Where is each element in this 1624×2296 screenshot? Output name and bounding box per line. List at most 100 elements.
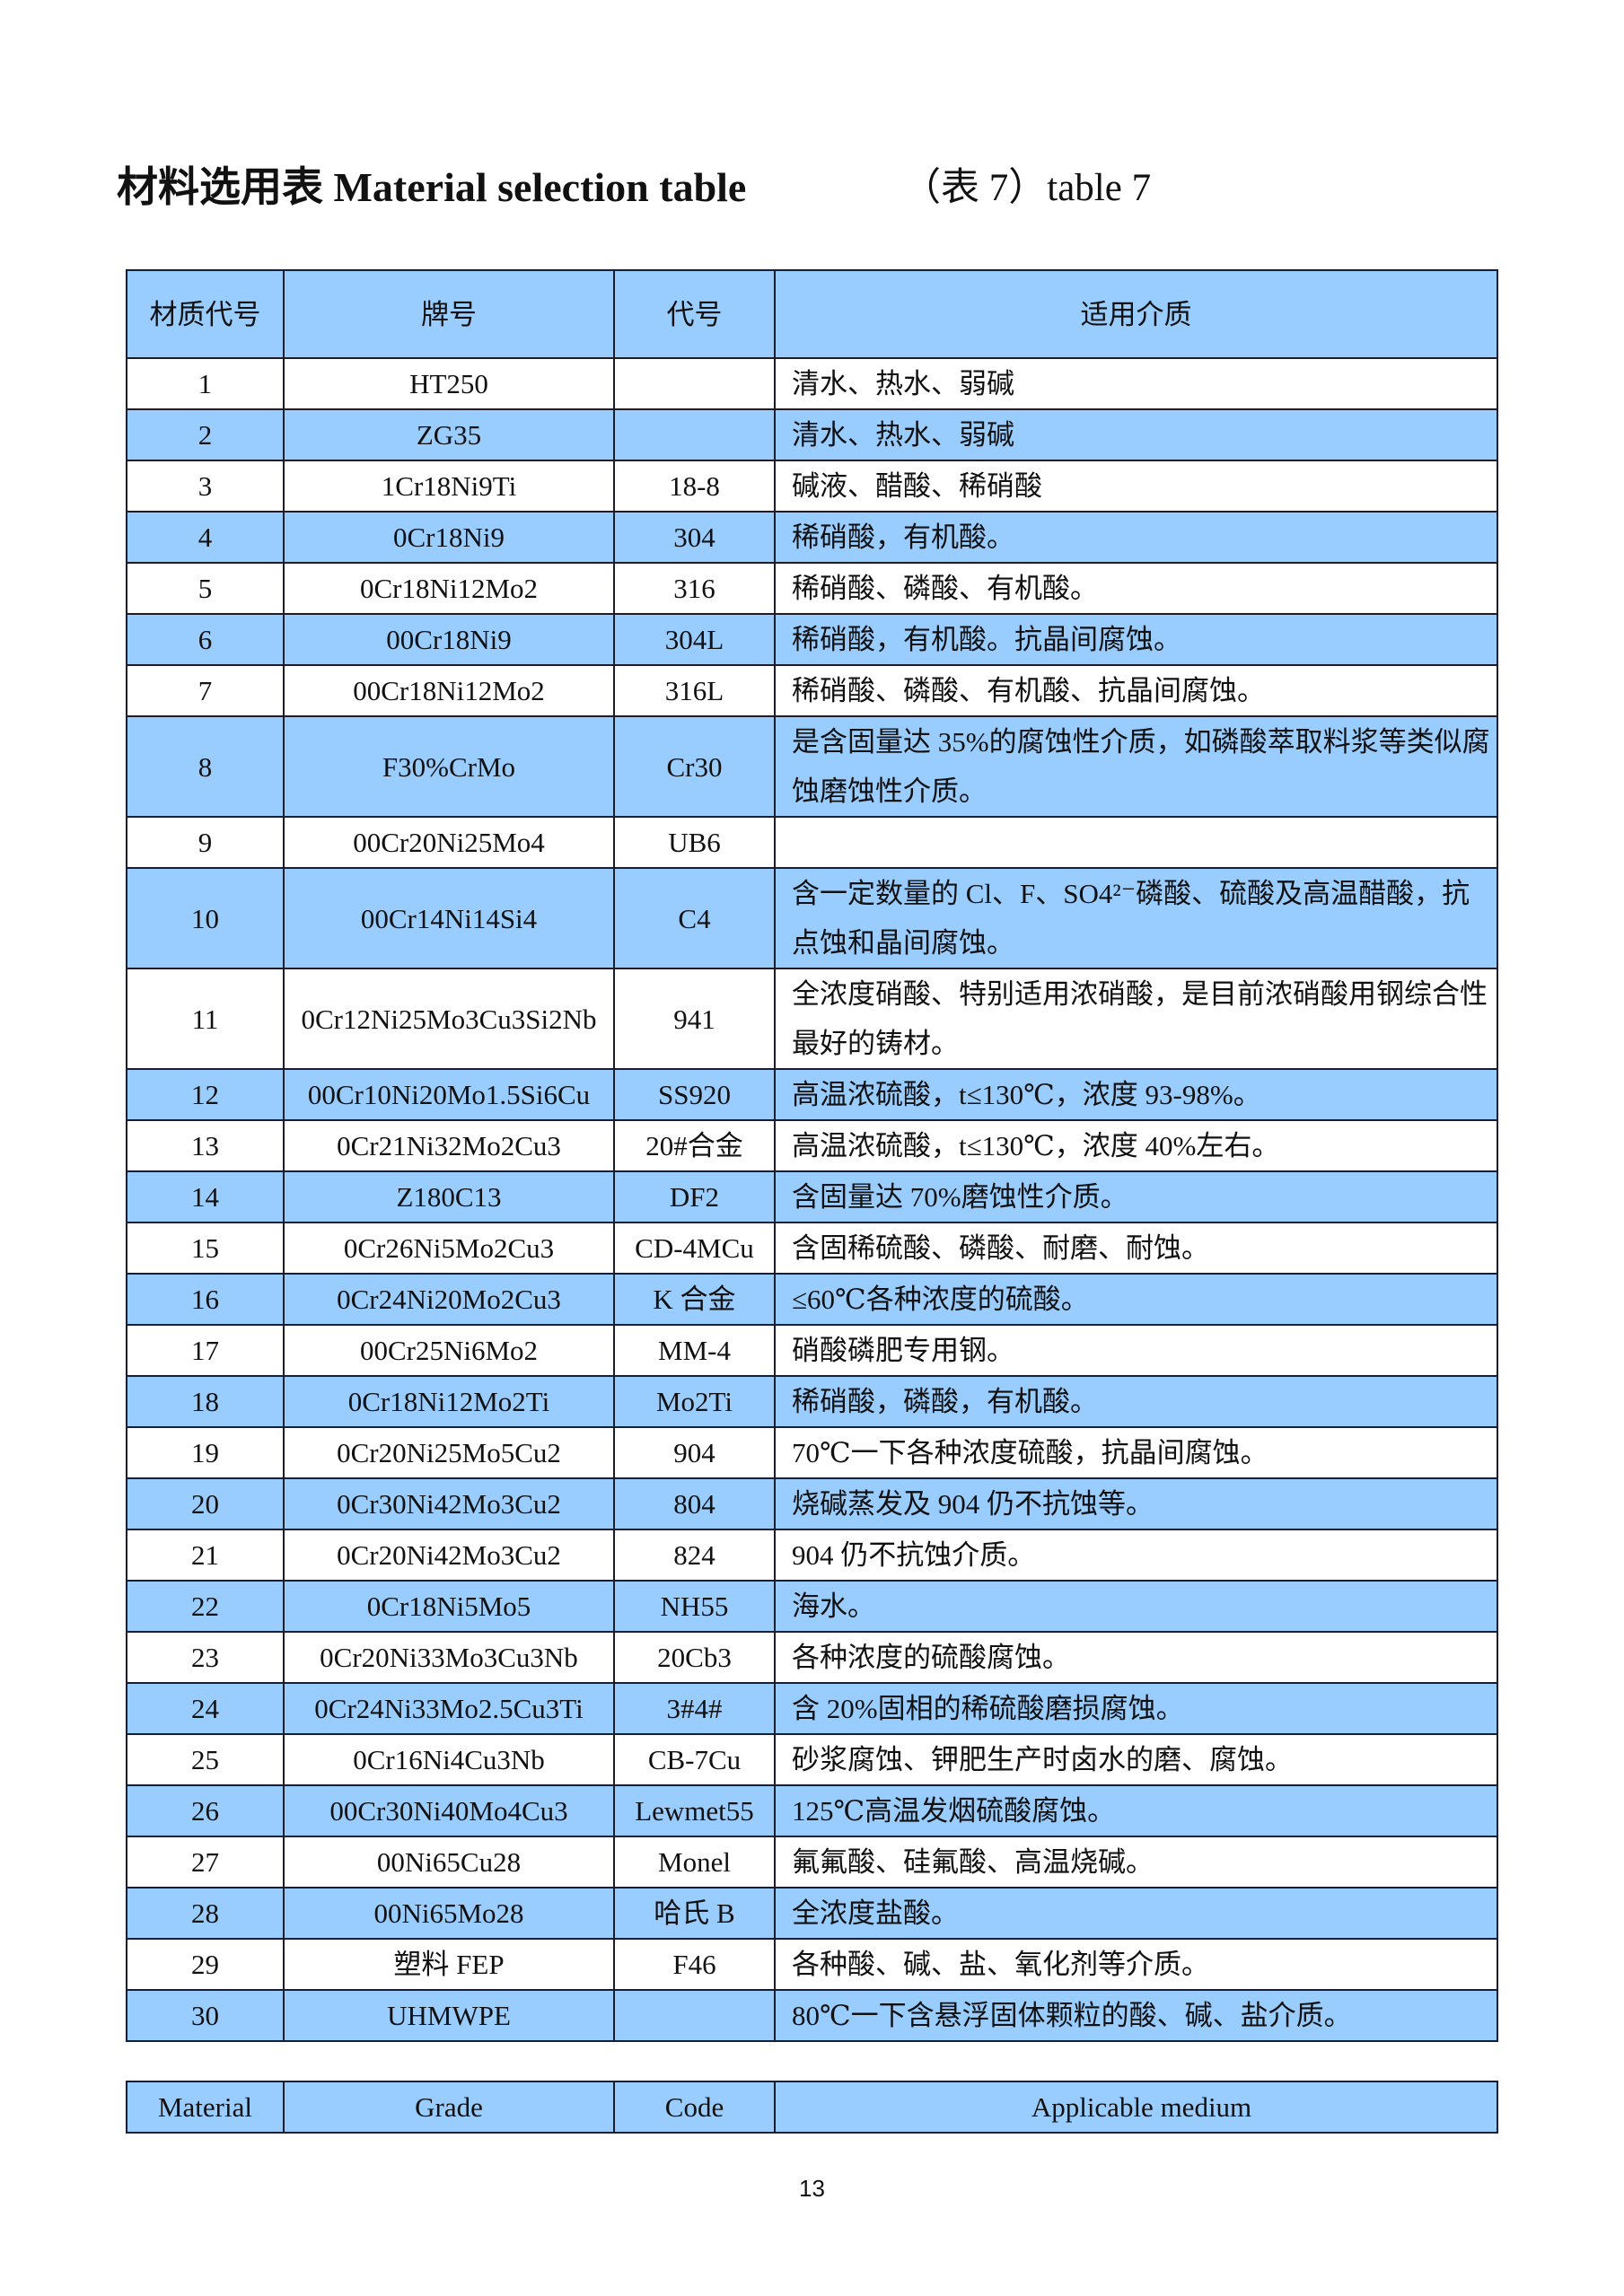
cell-grade: UHMWPE: [283, 1989, 615, 2042]
cell-code: Lewmet55: [613, 1784, 776, 1837]
cell-material-no: 2: [126, 408, 285, 461]
cell-medium: 清水、热水、弱碱: [774, 357, 1498, 410]
cell-medium: 稀硝酸，有机酸。: [774, 511, 1498, 564]
cell-code: CD-4MCu: [613, 1222, 776, 1275]
cell-grade: 0Cr16Ni4Cu3Nb: [283, 1733, 615, 1786]
cell-code: C4: [613, 867, 776, 969]
cell-code: 3#4#: [613, 1682, 776, 1735]
table-row: 24 0Cr24Ni33Mo2.5Cu3Ti 3#4# 含 20%固相的稀硫酸磨损腐蚀…: [126, 1682, 1498, 1735]
cell-material-no: 18: [126, 1375, 285, 1428]
cell-material-no: 19: [126, 1426, 285, 1479]
cell-code: UB6: [613, 816, 776, 869]
cell-code: CB-7Cu: [613, 1733, 776, 1786]
table-row: 11 0Cr12Ni25Mo3Cu3Si2Nb 941 全浓度硝酸、特别适用浓硝酸，是…: [126, 968, 1498, 1070]
cell-medium: 全浓度硝酸、特别适用浓硝酸，是目前浓硝酸用钢综合性最好的铸材。: [774, 968, 1498, 1070]
cell-grade: ZG35: [283, 408, 615, 461]
table-row: 14 Z180C13 DF2 含固量达 70%磨蚀性介质。: [126, 1170, 1498, 1223]
table-row: 18 0Cr18Ni12Mo2Ti Mo2Ti 稀硝酸，磷酸，有机酸。: [126, 1375, 1498, 1428]
table-number: （表 7）table 7: [902, 167, 1152, 209]
cell-medium: 氟氟酸、硅氟酸、高温烧碱。: [774, 1836, 1498, 1889]
cell-medium: 海水。: [774, 1580, 1498, 1633]
cell-code: 304L: [613, 613, 776, 666]
cell-material-no: 20: [126, 1477, 285, 1530]
cell-code: MM-4: [613, 1324, 776, 1377]
cell-medium: 70℃一下各种浓度硫酸，抗晶间腐蚀。: [774, 1426, 1498, 1479]
cell-code: K 合金: [613, 1273, 776, 1326]
cell-material-no: 6: [126, 613, 285, 666]
cell-material-no: 25: [126, 1733, 285, 1786]
header-applicable-medium: Applicable medium: [774, 2081, 1498, 2134]
cell-material-no: 8: [126, 715, 285, 818]
cell-medium: 高温浓硫酸，t≤130℃，浓度 93-98%。: [774, 1068, 1498, 1121]
cell-material-no: 21: [126, 1529, 285, 1582]
cell-medium: 含 20%固相的稀硫酸磨损腐蚀。: [774, 1682, 1498, 1735]
cell-material-no: 12: [126, 1068, 285, 1121]
cell-material-no: 24: [126, 1682, 285, 1735]
cell-grade: 0Cr18Ni5Mo5: [283, 1580, 615, 1633]
table-row: 13 0Cr21Ni32Mo2Cu3 20#合金 高温浓硫酸，t≤130℃，浓度 40…: [126, 1119, 1498, 1172]
cell-medium: 125℃高温发烟硫酸腐蚀。: [774, 1784, 1498, 1837]
table-row: 17 00Cr25Ni6Mo2 MM-4 硝酸磷肥专用钢。: [126, 1324, 1498, 1377]
cell-grade: 0Cr21Ni32Mo2Cu3: [283, 1119, 615, 1172]
material-selection-table: 材质代号 牌号 代号 适用介质 1 HT250 清水、热水、弱碱 2 ZG35 清水、热水…: [126, 269, 1498, 2042]
cell-medium: 各种酸、碱、盐、氧化剂等介质。: [774, 1938, 1498, 1991]
english-header-row: Material Grade Code Applicable medium: [126, 2081, 1498, 2134]
cell-grade: 0Cr12Ni25Mo3Cu3Si2Nb: [283, 968, 615, 1070]
table-row: 21 0Cr20Ni42Mo3Cu2 824 904 仍不抗蚀介质。: [126, 1529, 1498, 1582]
header-medium: 适用介质: [774, 269, 1498, 359]
cell-medium: 清水、热水、弱碱: [774, 408, 1498, 461]
cell-medium: 80℃一下含悬浮固体颗粒的酸、碱、盐介质。: [774, 1989, 1498, 2042]
header-grade: 牌号: [283, 269, 615, 359]
cell-code: [613, 357, 776, 410]
table-row: 8 F30%CrMo Cr30 是含固量达 35%的腐蚀性介质，如磷酸萃取料浆等类似腐…: [126, 715, 1498, 818]
cell-material-no: 30: [126, 1989, 285, 2042]
cell-code: 20Cb3: [613, 1631, 776, 1684]
cell-material-no: 29: [126, 1938, 285, 1991]
header-grade-en: Grade: [283, 2081, 615, 2134]
cell-medium: 稀硝酸、磷酸、有机酸、抗晶间腐蚀。: [774, 664, 1498, 717]
cell-medium: 含固量达 70%磨蚀性介质。: [774, 1170, 1498, 1223]
cell-grade: 0Cr18Ni9: [283, 511, 615, 564]
cell-medium: 稀硝酸，有机酸。抗晶间腐蚀。: [774, 613, 1498, 666]
cell-code: NH55: [613, 1580, 776, 1633]
cell-code: 941: [613, 968, 776, 1070]
cell-grade: Z180C13: [283, 1170, 615, 1223]
cell-code: SS920: [613, 1068, 776, 1121]
cell-grade: F30%CrMo: [283, 715, 615, 818]
cell-grade: 00Ni65Mo28: [283, 1887, 615, 1940]
cell-medium: 碱液、醋酸、稀硝酸: [774, 460, 1498, 513]
cell-code: Cr30: [613, 715, 776, 818]
cell-medium: 烧碱蒸发及 904 仍不抗蚀等。: [774, 1477, 1498, 1530]
table-row: 12 00Cr10Ni20Mo1.5Si6Cu SS920 高温浓硫酸，t≤130℃，…: [126, 1068, 1498, 1121]
cell-medium: 稀硝酸、磷酸、有机酸。: [774, 562, 1498, 615]
header-code-en: Code: [613, 2081, 776, 2134]
cell-code: 824: [613, 1529, 776, 1582]
table-row: 7 00Cr18Ni12Mo2 316L 稀硝酸、磷酸、有机酸、抗晶间腐蚀。: [126, 664, 1498, 717]
table-row: 26 00Cr30Ni40Mo4Cu3 Lewmet55 125℃高温发烟硫酸腐蚀。: [126, 1784, 1498, 1837]
cell-grade: 0Cr20Ni42Mo3Cu2: [283, 1529, 615, 1582]
table-header-row: 材质代号 牌号 代号 适用介质: [126, 269, 1498, 359]
cell-code: 316L: [613, 664, 776, 717]
cell-medium: 稀硝酸，磷酸，有机酸。: [774, 1375, 1498, 1428]
page-number: 13: [799, 2175, 825, 2202]
cell-material-no: 16: [126, 1273, 285, 1326]
table-row: 25 0Cr16Ni4Cu3Nb CB-7Cu 砂浆腐蚀、钾肥生产时卤水的磨、腐蚀。: [126, 1733, 1498, 1786]
cell-material-no: 13: [126, 1119, 285, 1172]
cell-material-no: 9: [126, 816, 285, 869]
table-row: 29 塑料 FEP F46 各种酸、碱、盐、氧化剂等介质。: [126, 1938, 1498, 1991]
cell-medium: 全浓度盐酸。: [774, 1887, 1498, 1940]
cell-grade: 00Ni65Cu28: [283, 1836, 615, 1889]
page-title: 材料选用表 Material selection table: [117, 164, 747, 210]
cell-grade: 1Cr18Ni9Ti: [283, 460, 615, 513]
table-row: 2 ZG35 清水、热水、弱碱: [126, 408, 1498, 461]
table-row: 5 0Cr18Ni12Mo2 316 稀硝酸、磷酸、有机酸。: [126, 562, 1498, 615]
cell-grade: 00Cr25Ni6Mo2: [283, 1324, 615, 1377]
cell-grade: 0Cr24Ni20Mo2Cu3: [283, 1273, 615, 1326]
cell-code: 316: [613, 562, 776, 615]
cell-code: [613, 1989, 776, 2042]
cell-material-no: 5: [126, 562, 285, 615]
cell-material-no: 14: [126, 1170, 285, 1223]
cell-grade: 0Cr18Ni12Mo2: [283, 562, 615, 615]
english-header-table: Material Grade Code Applicable medium: [126, 2081, 1498, 2134]
cell-medium: 各种浓度的硫酸腐蚀。: [774, 1631, 1498, 1684]
